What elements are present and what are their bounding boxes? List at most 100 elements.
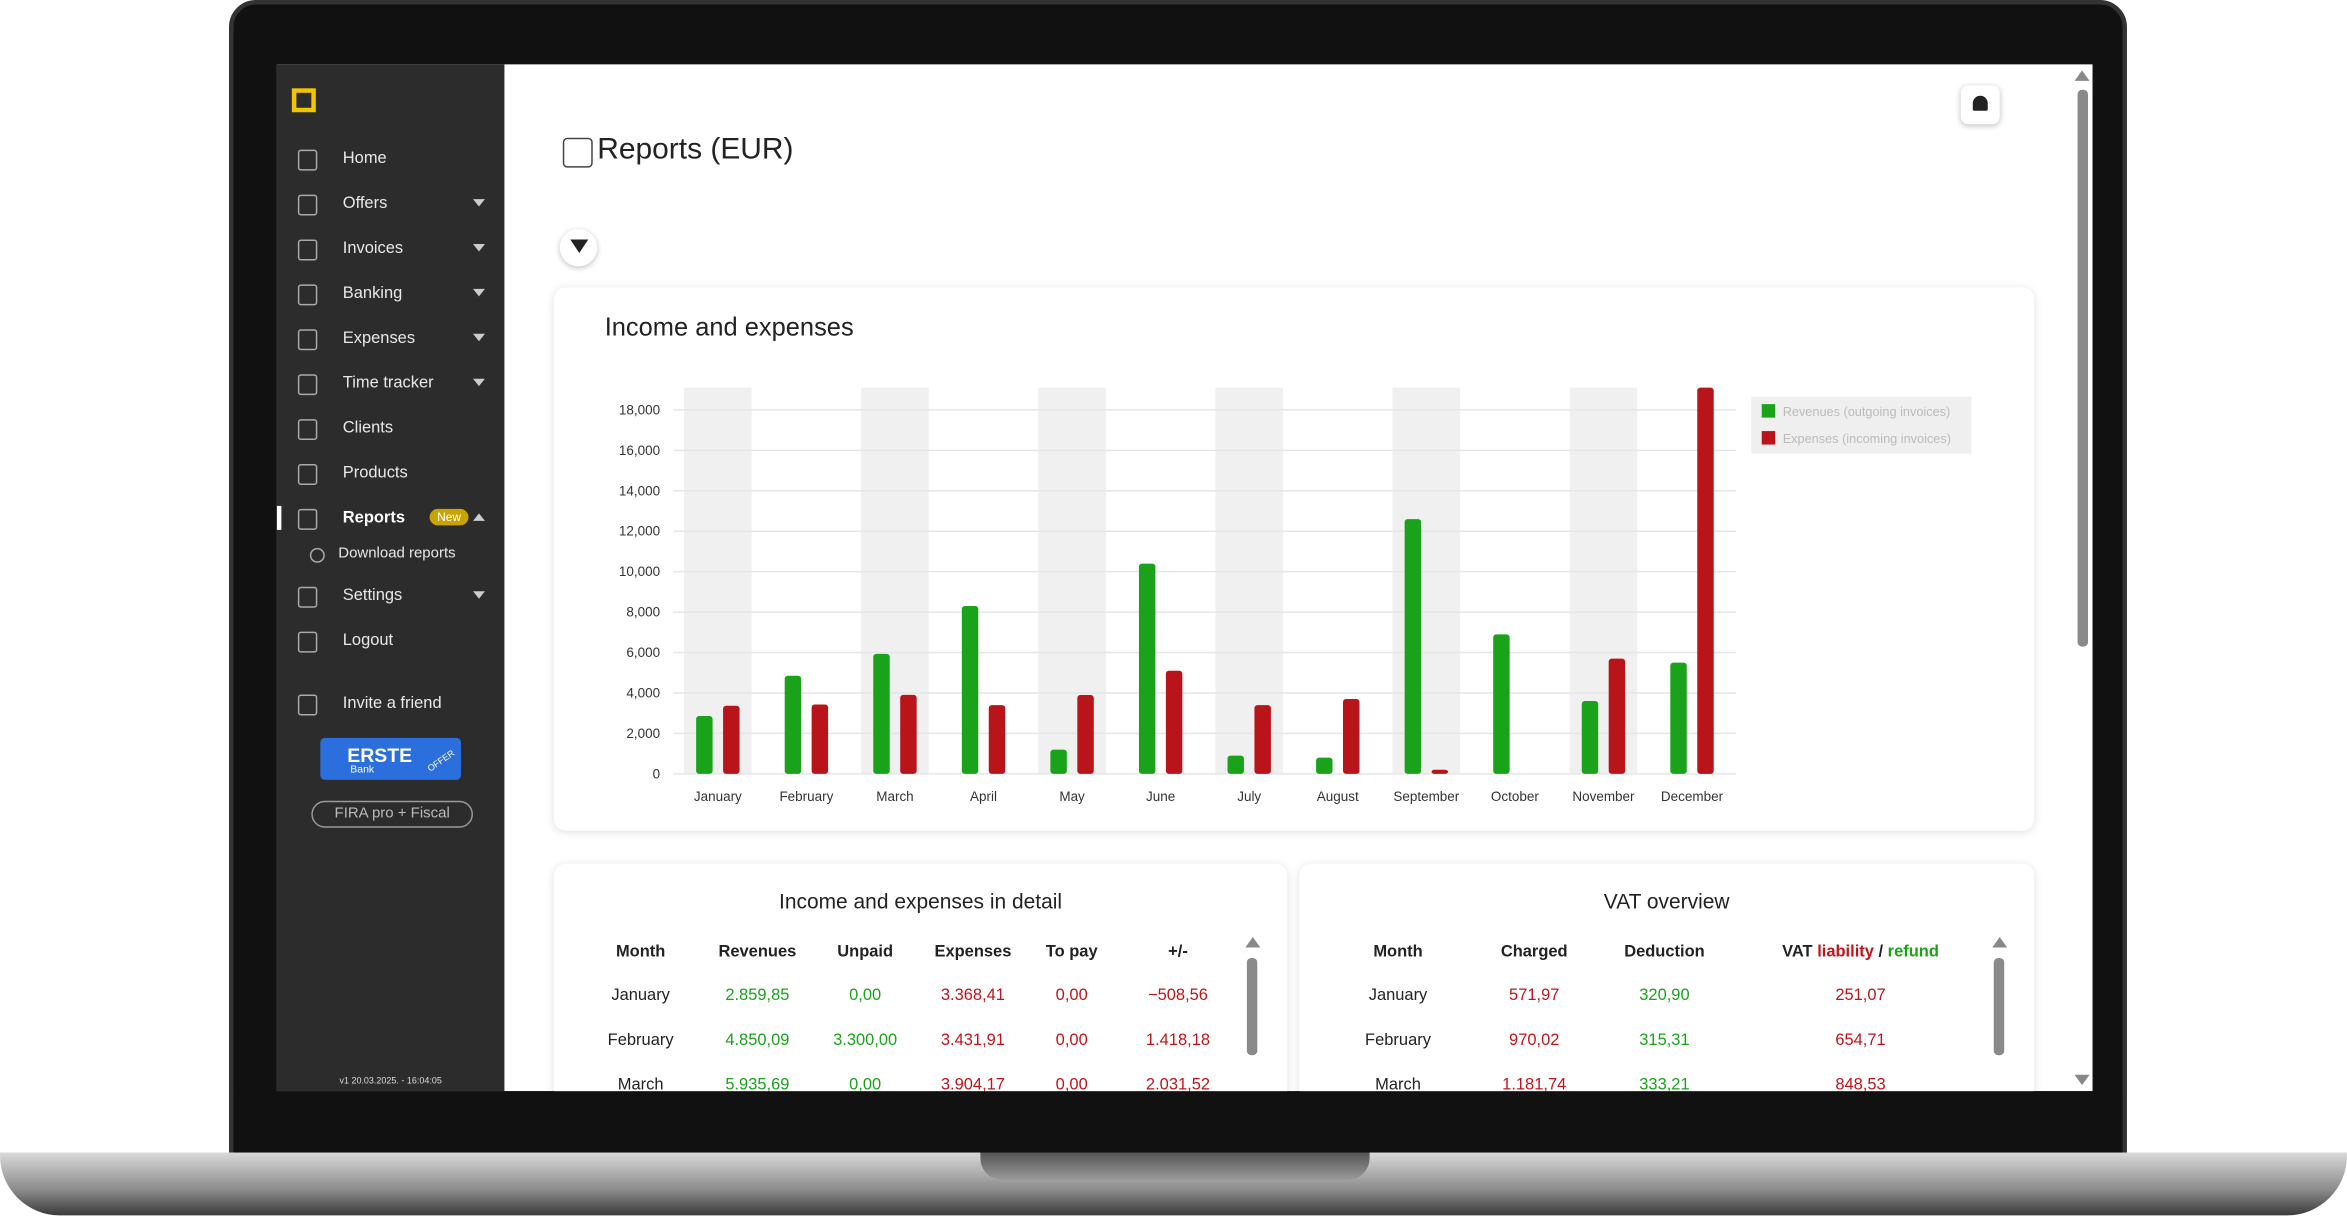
page-title: Reports (EUR) bbox=[597, 133, 794, 167]
version: v1 20.03.2025. - 16:04:05 bbox=[339, 1077, 442, 1087]
bar bbox=[1670, 662, 1687, 774]
bar bbox=[1431, 769, 1449, 774]
nav-icon bbox=[297, 284, 318, 306]
x-tick-label: October bbox=[1491, 789, 1539, 804]
bell-icon bbox=[1972, 95, 1988, 111]
dropdown-arrow bbox=[472, 513, 485, 521]
nav-item[interactable]: Settings bbox=[342, 586, 403, 605]
x-tick-label: August bbox=[1317, 789, 1359, 804]
table-cell: 3.300,00 bbox=[833, 1031, 898, 1050]
bar bbox=[696, 716, 713, 774]
y-tick-label: 4,000 bbox=[626, 685, 660, 700]
bar bbox=[1343, 699, 1360, 774]
column-header: Deduction bbox=[1624, 942, 1705, 961]
bar bbox=[1254, 705, 1271, 774]
dropdown-arrow bbox=[472, 288, 485, 297]
column-header: Charged bbox=[1500, 942, 1568, 961]
bar bbox=[811, 704, 829, 774]
invite-link[interactable]: Invite a friend bbox=[342, 694, 442, 713]
bar bbox=[1493, 634, 1510, 774]
nav-icon bbox=[297, 329, 318, 351]
nav-icon bbox=[297, 631, 318, 653]
nav-item[interactable]: Invoices bbox=[342, 239, 404, 258]
bank-offer[interactable] bbox=[320, 737, 462, 780]
bar bbox=[1316, 757, 1333, 774]
subitem-icon bbox=[309, 547, 325, 563]
y-tick-label: 12,000 bbox=[619, 524, 660, 539]
nav-item[interactable]: Expenses bbox=[342, 329, 416, 348]
header-part: / bbox=[1878, 942, 1884, 961]
table-cell: 3.904,17 bbox=[940, 1076, 1005, 1095]
column-header: Month bbox=[615, 942, 666, 961]
table-cell: 3.368,41 bbox=[940, 986, 1005, 1005]
bar bbox=[1050, 749, 1067, 774]
table-cell: 0,00 bbox=[849, 986, 882, 1005]
nav-item[interactable]: Logout bbox=[342, 631, 394, 650]
bar bbox=[1581, 701, 1599, 774]
scroll-arrow[interactable] bbox=[1245, 936, 1261, 948]
table-cell: 4.850,09 bbox=[725, 1031, 790, 1050]
plan-button[interactable]: FIRA pro + Fiscal bbox=[311, 800, 473, 828]
nav-item[interactable]: Banking bbox=[342, 284, 403, 303]
legend-label: Expenses (incoming invoices) bbox=[1783, 431, 1951, 446]
column-header: VAT liability / refund bbox=[1782, 943, 1939, 961]
nav-item[interactable]: Clients bbox=[342, 419, 394, 438]
table-cell: March bbox=[617, 1076, 664, 1095]
nav-icon bbox=[297, 464, 318, 485]
y-tick-label: 6,000 bbox=[626, 645, 660, 660]
header-part: VAT bbox=[1782, 942, 1813, 961]
dropdown-arrow bbox=[472, 591, 485, 599]
table-cell: 5.935,69 bbox=[725, 1076, 790, 1095]
bank-logo: ERSTE bbox=[347, 743, 413, 767]
nav-item[interactable]: Home bbox=[342, 149, 387, 168]
nav-icon bbox=[297, 586, 318, 608]
legend-box bbox=[1751, 396, 1972, 454]
legend-swatch bbox=[1761, 431, 1776, 445]
x-tick-label: March bbox=[876, 789, 913, 804]
scroll-arrow[interactable] bbox=[1992, 936, 2008, 948]
dropdown-arrow bbox=[472, 199, 485, 207]
table-cell: 654,71 bbox=[1835, 1031, 1886, 1050]
nav-icon bbox=[297, 694, 318, 716]
nav-subitem[interactable]: Download reports bbox=[338, 545, 456, 563]
scrollbar-thumb[interactable] bbox=[1246, 957, 1258, 1056]
active-indicator bbox=[276, 505, 282, 530]
table-cell: 1.418,18 bbox=[1145, 1031, 1211, 1050]
y-tick-label: 2,000 bbox=[626, 726, 660, 741]
bar bbox=[988, 705, 1006, 774]
nav-icon bbox=[297, 194, 318, 216]
x-tick-label: November bbox=[1572, 789, 1635, 804]
y-tick-label: 16,000 bbox=[619, 443, 660, 458]
band-shade bbox=[1215, 387, 1284, 774]
scrollbar-thumb[interactable] bbox=[2077, 89, 2089, 647]
table-title: Income and expenses in detail bbox=[778, 889, 1063, 914]
band-shade bbox=[1038, 387, 1106, 774]
dropdown-arrow bbox=[472, 243, 485, 252]
table-cell: −508,56 bbox=[1147, 986, 1208, 1005]
dropdown-arrow bbox=[472, 378, 485, 387]
badge: New bbox=[429, 508, 469, 526]
bar bbox=[1608, 658, 1626, 774]
nav-item[interactable]: Products bbox=[342, 464, 408, 482]
column-header: +/- bbox=[1168, 942, 1188, 961]
scroll-arrow[interactable] bbox=[2074, 1074, 2090, 1086]
nav-item[interactable]: Offers bbox=[342, 194, 388, 213]
scrollbar-thumb[interactable] bbox=[1993, 957, 2005, 1056]
column-header: Unpaid bbox=[837, 942, 894, 961]
nav-icon bbox=[297, 149, 318, 171]
table-cell: January bbox=[611, 986, 670, 1005]
table-cell: 970,02 bbox=[1509, 1031, 1560, 1050]
nav-item[interactable]: Time tracker bbox=[342, 374, 434, 393]
bar bbox=[1138, 563, 1156, 774]
app-logo[interactable] bbox=[291, 88, 316, 113]
nav-item[interactable]: Reports bbox=[342, 508, 405, 527]
table-cell: 251,07 bbox=[1835, 986, 1886, 1005]
table-cell: 0,00 bbox=[1055, 986, 1088, 1005]
bar bbox=[873, 653, 890, 774]
scroll-arrow[interactable] bbox=[2074, 70, 2090, 81]
bar bbox=[961, 606, 979, 774]
dropdown-arrow bbox=[472, 333, 485, 342]
band-shade bbox=[1569, 387, 1638, 774]
x-tick-label: June bbox=[1146, 789, 1175, 804]
table-cell: 333,21 bbox=[1639, 1076, 1690, 1095]
